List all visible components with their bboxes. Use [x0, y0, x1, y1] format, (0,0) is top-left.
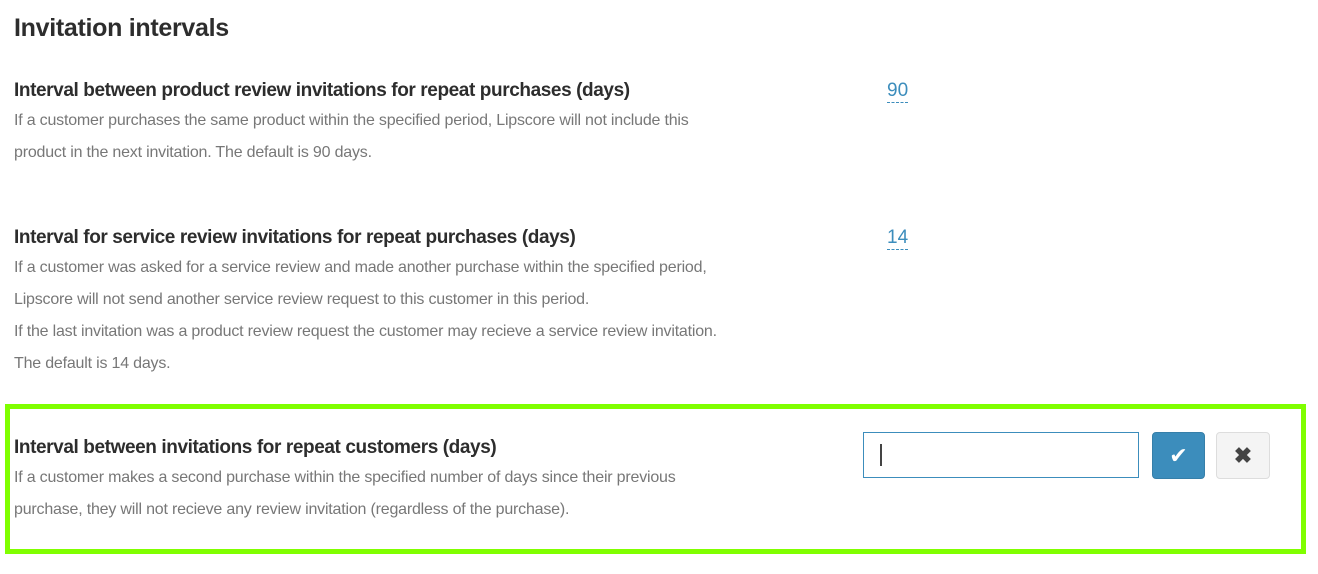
section-heading: Invitation intervals — [14, 14, 229, 42]
highlight-box — [5, 404, 1306, 554]
setting-description-line: product in the next invitation. The defa… — [14, 144, 372, 161]
close-icon: ✖ — [1233, 442, 1253, 468]
check-icon: ✔ — [1169, 442, 1188, 468]
setting-description-line: Lipscore will not send another service r… — [14, 291, 590, 308]
service-review-interval-value[interactable]: 14 — [887, 227, 909, 250]
setting-title: Interval for service review invitations … — [14, 227, 576, 248]
repeat-customer-interval-input[interactable] — [863, 432, 1139, 478]
setting-title: Interval between invitations for repeat … — [14, 437, 497, 458]
setting-product-review-interval: Interval between product review invitati… — [14, 77, 844, 169]
setting-description-line: purchase, they will not recieve any revi… — [14, 501, 570, 518]
setting-repeat-customer-interval: Interval between invitations for repeat … — [14, 434, 844, 526]
setting-title: Interval between product review invitati… — [14, 80, 630, 101]
setting-description-line: The default is 14 days. — [14, 355, 171, 372]
setting-description-line: If a customer makes a second purchase wi… — [14, 469, 676, 486]
setting-description-line: If a customer was asked for a service re… — [14, 259, 707, 276]
setting-description-line: If a customer purchases the same product… — [14, 112, 689, 129]
confirm-button[interactable]: ✔ — [1152, 432, 1205, 479]
product-review-interval-value[interactable]: 90 — [887, 80, 909, 103]
cancel-button[interactable]: ✖ — [1216, 432, 1270, 479]
text-caret — [880, 444, 882, 466]
setting-description-line: If the last invitation was a product rev… — [14, 323, 717, 340]
setting-service-review-interval: Interval for service review invitations … — [14, 224, 844, 380]
